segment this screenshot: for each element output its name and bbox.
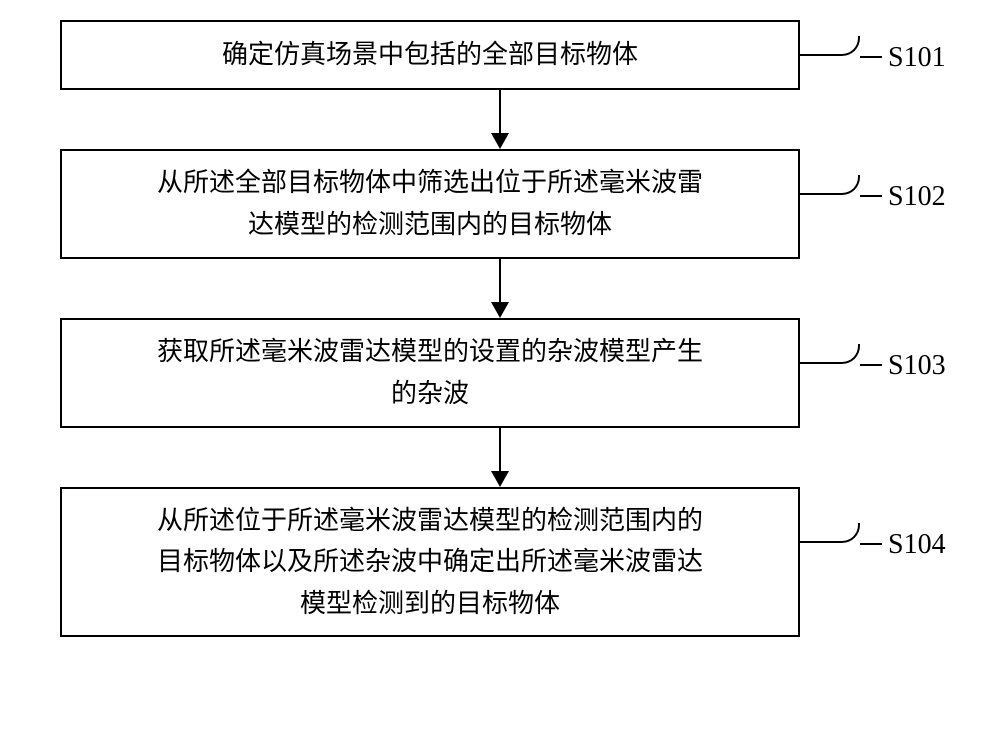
label-connector: S101 (800, 38, 940, 73)
label-connector: S102 (800, 177, 940, 232)
step-text: 获取所述毫米波雷达模型的设置的杂波模型产生 的杂波 (157, 331, 703, 414)
step-box-1: 确定仿真场景中包括的全部目标物体 (60, 20, 800, 90)
arrowhead-down-icon (491, 302, 509, 318)
flowchart-container: 确定仿真场景中包括的全部目标物体 S101 从所述全部目标物体中筛选出位于所述毫… (60, 20, 940, 637)
step-label-4: S104 (888, 529, 946, 561)
step-text: 从所述位于所述毫米波雷达模型的检测范围内的 目标物体以及所述杂波中确定出所述毫米… (157, 500, 703, 625)
step-row: 获取所述毫米波雷达模型的设置的杂波模型产生 的杂波 S103 (60, 318, 940, 428)
step-box-3: 获取所述毫米波雷达模型的设置的杂波模型产生 的杂波 (60, 318, 800, 428)
label-connector: S103 (800, 346, 940, 401)
step-box-4: 从所述位于所述毫米波雷达模型的检测范围内的 目标物体以及所述杂波中确定出所述毫米… (60, 487, 800, 637)
step-label-3: S103 (888, 350, 946, 382)
step-row: 从所述位于所述毫米波雷达模型的检测范围内的 目标物体以及所述杂波中确定出所述毫米… (60, 487, 940, 637)
step-box-2: 从所述全部目标物体中筛选出位于所述毫米波雷 达模型的检测范围内的目标物体 (60, 149, 800, 259)
label-connector: S104 (800, 525, 940, 600)
flow-arrow (491, 259, 509, 318)
flow-arrow (491, 428, 509, 487)
arrowhead-down-icon (491, 471, 509, 487)
flow-arrow (491, 90, 509, 149)
arrowhead-down-icon (491, 133, 509, 149)
step-label-1: S101 (888, 42, 946, 74)
step-text: 从所述全部目标物体中筛选出位于所述毫米波雷 达模型的检测范围内的目标物体 (157, 162, 703, 245)
step-row: 从所述全部目标物体中筛选出位于所述毫米波雷 达模型的检测范围内的目标物体 S10… (60, 149, 940, 259)
step-row: 确定仿真场景中包括的全部目标物体 S101 (60, 20, 940, 90)
step-label-2: S102 (888, 181, 946, 213)
step-text: 确定仿真场景中包括的全部目标物体 (222, 34, 638, 76)
